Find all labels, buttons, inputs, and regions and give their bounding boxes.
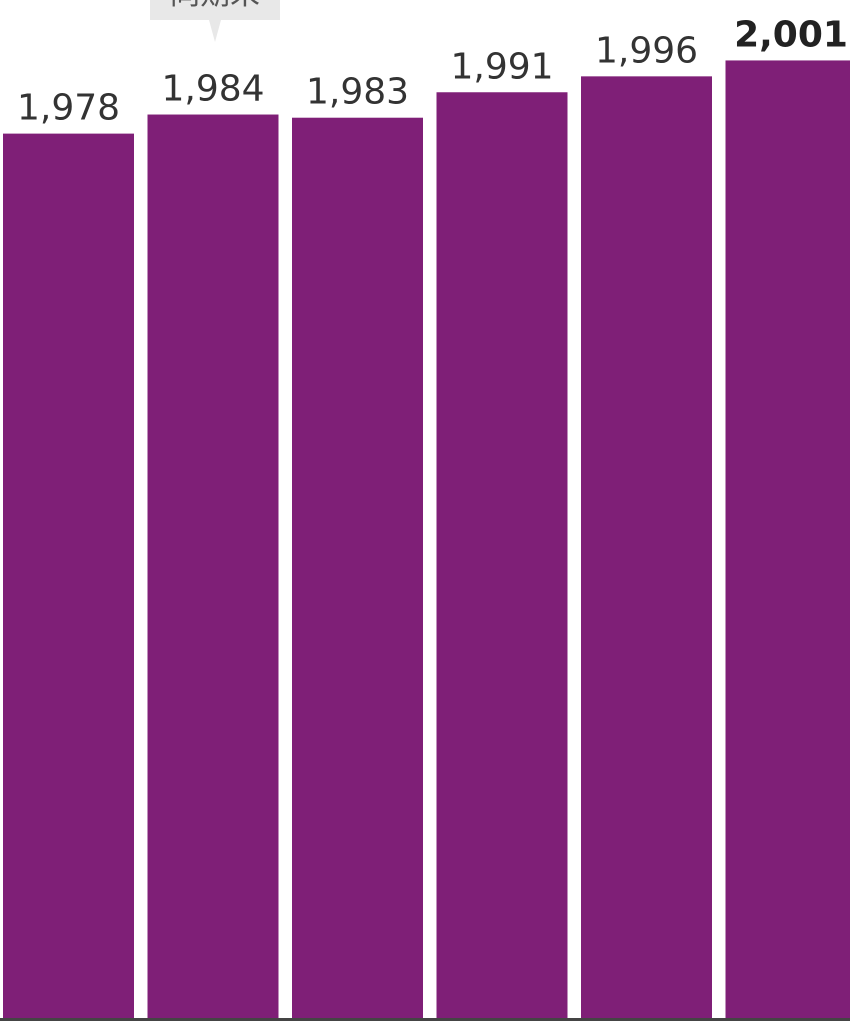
bar (3, 133, 134, 1019)
bar (436, 92, 568, 1019)
bar (147, 114, 279, 1018)
value-label: 1,996 (595, 30, 698, 71)
x-axis-line (0, 1018, 850, 1021)
value-label: 2,001 (734, 14, 848, 55)
tooltip-text: 同期末 (170, 0, 260, 12)
tooltip-box (150, 0, 280, 20)
value-label: 1,978 (17, 88, 120, 129)
tooltip: 同期末 (150, 0, 280, 42)
bar (292, 117, 423, 1019)
bar (725, 60, 850, 1019)
tooltip-pointer (209, 20, 221, 42)
value-label: 1,983 (306, 72, 409, 113)
bar (581, 76, 712, 1019)
value-label: 1,984 (161, 69, 264, 110)
value-label: 1,991 (450, 46, 553, 87)
